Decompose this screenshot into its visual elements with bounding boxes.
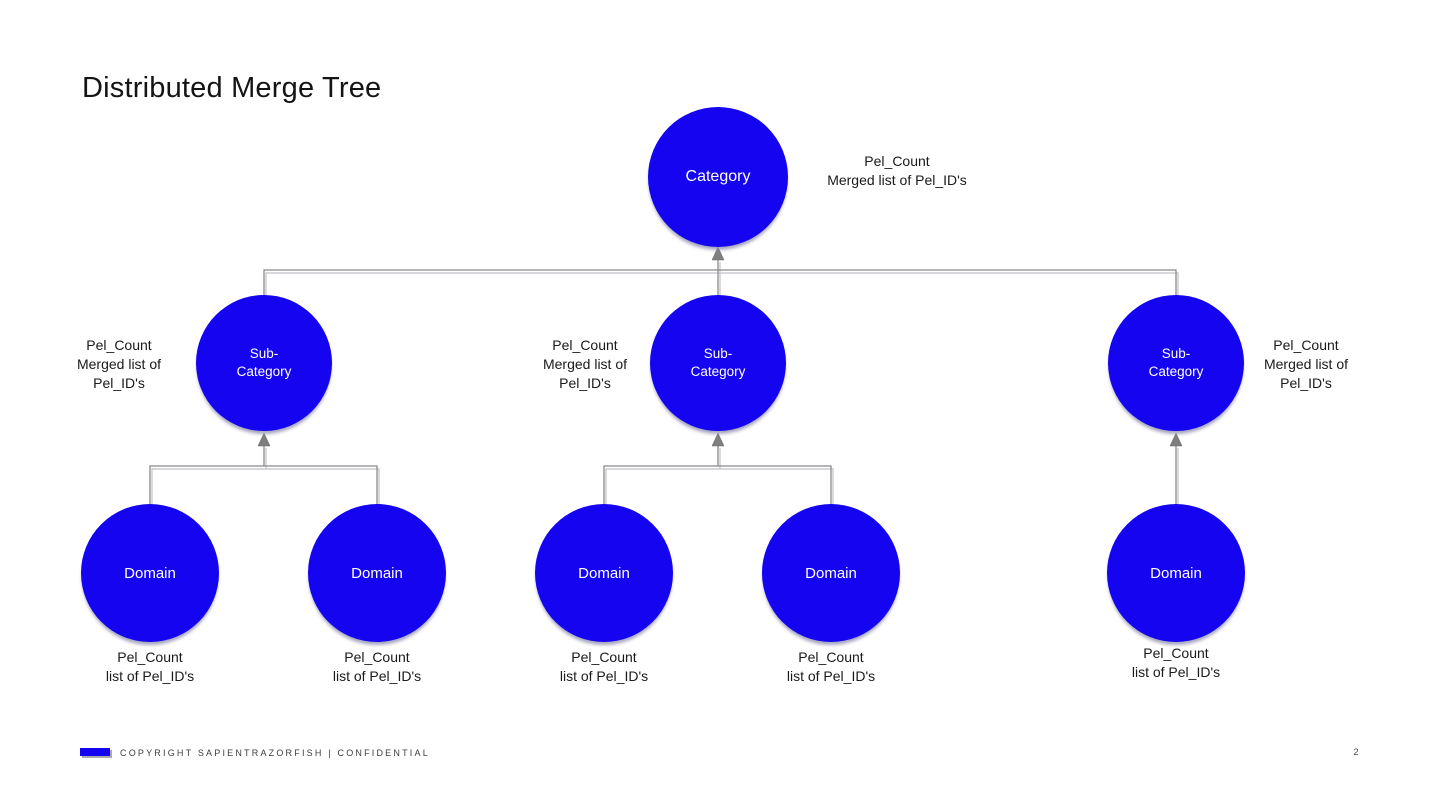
connector-sub1-bracket-shadow: [151, 448, 380, 507]
arrowhead-sub1: [257, 432, 271, 447]
node-subcategory-2: Sub- Category: [650, 295, 786, 431]
page-number: 2: [1353, 747, 1359, 758]
annotation-domain-2: Pel_Count list of Pel_ID's: [332, 649, 422, 684]
footer-logo-bar: [80, 748, 110, 756]
arrowhead-sub3: [1169, 432, 1183, 447]
node-domain-5: Domain: [1107, 504, 1245, 642]
node-category: Category: [648, 107, 788, 247]
connector-sub2-bracket: [603, 445, 832, 504]
annotation-subcategory-2: Pel_Count Merged list of Pel_ID's: [542, 337, 628, 391]
footer-copyright: COPYRIGHT SAPIENTRAZORFISH | CONFIDENTIA…: [120, 748, 430, 758]
connector-root-bracket: [263, 259, 1177, 296]
node-domain-3: Domain: [535, 504, 673, 642]
node-subcategory-1: Sub- Category: [196, 295, 332, 431]
annotation-domain-1: Pel_Count list of Pel_ID's: [105, 649, 195, 684]
node-domain-2: Domain: [308, 504, 446, 642]
annotation-domain-5: Pel_Count list of Pel_ID's: [1131, 645, 1221, 680]
annotation-category: Pel_Count Merged list of Pel_ID's: [827, 153, 967, 188]
connector-root-bracket-shadow: [265, 262, 1179, 299]
annotation-subcategory-3: Pel_Count Merged list of Pel_ID's: [1263, 337, 1349, 391]
annotation-subcategory-1: Pel_Count Merged list of Pel_ID's: [76, 337, 162, 391]
node-domain-1: Domain: [81, 504, 219, 642]
slide-title: Distributed Merge Tree: [82, 72, 382, 104]
node-domain-4: Domain: [762, 504, 900, 642]
arrowhead-sub2: [711, 432, 725, 447]
annotation-domain-3: Pel_Count list of Pel_ID's: [559, 649, 649, 684]
annotation-domain-4: Pel_Count list of Pel_ID's: [786, 649, 876, 684]
connector-sub1-bracket: [149, 445, 378, 504]
node-subcategory-3: Sub- Category: [1108, 295, 1244, 431]
arrowhead-root: [711, 246, 725, 261]
connector-sub2-bracket-shadow: [605, 448, 834, 507]
